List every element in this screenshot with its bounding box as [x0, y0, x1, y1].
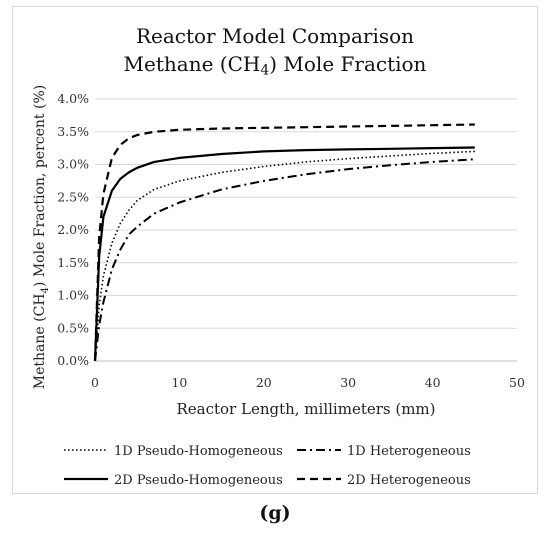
title2-prefix: Methane (CH: [123, 52, 261, 76]
x-tick-label: 30: [340, 375, 356, 390]
series-line-2d-pseudo-homogeneous: [93, 146, 475, 362]
ylabel-prefix: Methane (CH: [32, 293, 48, 389]
legend-label: 1D Pseudo-Homogeneous: [114, 444, 283, 459]
y-tick-label: 0.5%: [57, 320, 89, 335]
series-lines: [93, 123, 475, 362]
y-axis-label: Methane (CH4) Mole Fraction, percent (%): [32, 85, 51, 389]
series-line-2d-heterogeneous: [93, 123, 475, 362]
x-tick-label: 0: [91, 375, 99, 390]
tick-labels: 0.0% 0.5% 1.0% 1.5% 2.0% 2.5% 3.0% 3.5% 4.0% 0 10 2…: [57, 91, 525, 390]
x-tick-label: 50: [509, 375, 525, 390]
series-line-1d-heterogeneous: [94, 158, 475, 362]
y-tick-label: 2.0%: [57, 222, 89, 237]
x-axis-label: Reactor Length, millimeters (mm): [176, 400, 435, 418]
y-tick-label: 1.5%: [57, 255, 89, 270]
legend-label: 2D Pseudo-Homogeneous: [114, 473, 283, 488]
title2-sub: 4: [260, 62, 270, 79]
title2-suffix: ) Mole Fraction: [269, 52, 427, 76]
ylabel-sub: 4: [40, 287, 51, 293]
gridlines: [95, 98, 517, 329]
y-tick-label: 0.0%: [57, 353, 89, 368]
chart-title-line1: Reactor Model Comparison: [135, 24, 415, 48]
y-tick-label: 3.5%: [57, 124, 89, 139]
y-tick-label: 1.0%: [57, 288, 89, 303]
legend-label: 1D Heterogeneous: [347, 444, 471, 459]
x-tick-label: 40: [425, 375, 441, 390]
x-tick-label: 10: [171, 375, 187, 390]
y-tick-label: 2.5%: [57, 189, 89, 204]
y-tick-label: 3.0%: [57, 157, 89, 172]
series-line-1d-pseudo-homogeneous: [94, 150, 475, 362]
y-tick-label: 4.0%: [57, 91, 89, 106]
figure-caption: (g): [259, 502, 291, 524]
legend-label: 2D Heterogeneous: [347, 473, 471, 488]
chart-title-line2: Methane (CH4) Mole Fraction: [0, 52, 550, 79]
legend: 1D Pseudo-Homogeneous 1D Heterogeneous 2D …: [64, 444, 471, 488]
x-tick-label: 20: [256, 375, 272, 390]
ylabel-suffix: ) Mole Fraction, percent (%): [32, 85, 48, 287]
